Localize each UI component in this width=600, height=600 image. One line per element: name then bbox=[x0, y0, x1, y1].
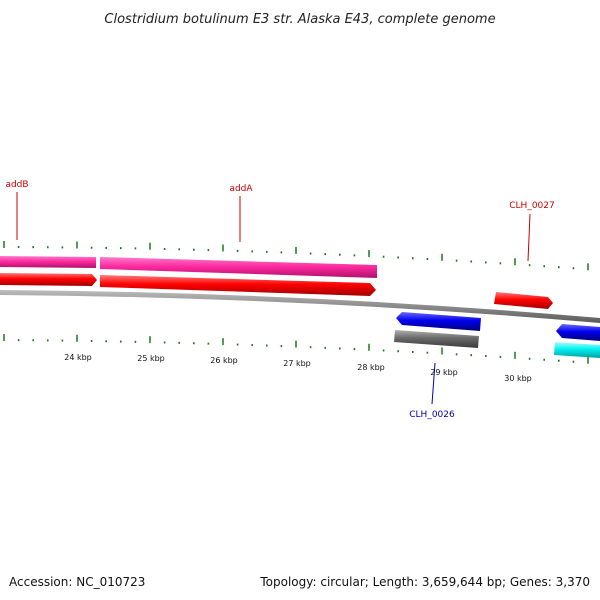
gene-label-CLH_0027[interactable]: CLH_0027 bbox=[509, 201, 555, 262]
inner-tick-ring bbox=[3, 334, 589, 364]
cyan-feature[interactable] bbox=[554, 342, 600, 358]
accession-text: Accession: NC_010723 bbox=[9, 575, 145, 589]
gene-label-text: addB bbox=[5, 180, 28, 190]
gene-label-addB[interactable]: addB bbox=[5, 180, 29, 240]
map-title: Clostridium botulinum E3 str. Alaska E43… bbox=[104, 12, 495, 27]
gene-label-CLH_0026[interactable]: CLH_0026 bbox=[409, 362, 455, 420]
cds-next-reverse[interactable] bbox=[556, 324, 600, 341]
forward-cds-track bbox=[0, 273, 553, 309]
pink-feature-track bbox=[0, 256, 377, 278]
scale-label: 26 kbp bbox=[210, 356, 238, 365]
scale-label: 29 kbp bbox=[430, 368, 458, 377]
pink-feature-addA[interactable] bbox=[100, 257, 377, 278]
gene-label-text: addA bbox=[229, 184, 253, 194]
reverse-cds-track bbox=[396, 312, 600, 341]
scale-label: 27 kbp bbox=[283, 359, 311, 368]
gene-label-text: CLH_0026 bbox=[409, 410, 455, 420]
genome-summary-text: Topology: circular; Length: 3,659,644 bp… bbox=[259, 575, 590, 589]
outer-tick-ring bbox=[3, 241, 589, 271]
gene-label-addA[interactable]: addA bbox=[229, 184, 253, 242]
scale-label: 25 kbp bbox=[137, 354, 165, 363]
scale-label: 30 kbp bbox=[504, 374, 532, 383]
cds-addB[interactable] bbox=[0, 273, 97, 286]
pink-feature-addB[interactable] bbox=[0, 256, 96, 268]
scale-label: 28 kbp bbox=[357, 363, 385, 372]
grey-feature-CLH_0026[interactable] bbox=[394, 330, 479, 348]
cds-CLH_0026[interactable] bbox=[396, 312, 481, 331]
scale-label: 24 kbp bbox=[64, 353, 92, 362]
cds-addA[interactable] bbox=[100, 275, 376, 296]
genome-backbone bbox=[0, 290, 600, 323]
scale-labels: 24 kbp 25 kbp 26 kbp 27 kbp 28 kbp 29 kb… bbox=[64, 353, 532, 383]
gene-label-text: CLH_0027 bbox=[509, 201, 554, 211]
cds-CLH_0027[interactable] bbox=[494, 292, 553, 309]
